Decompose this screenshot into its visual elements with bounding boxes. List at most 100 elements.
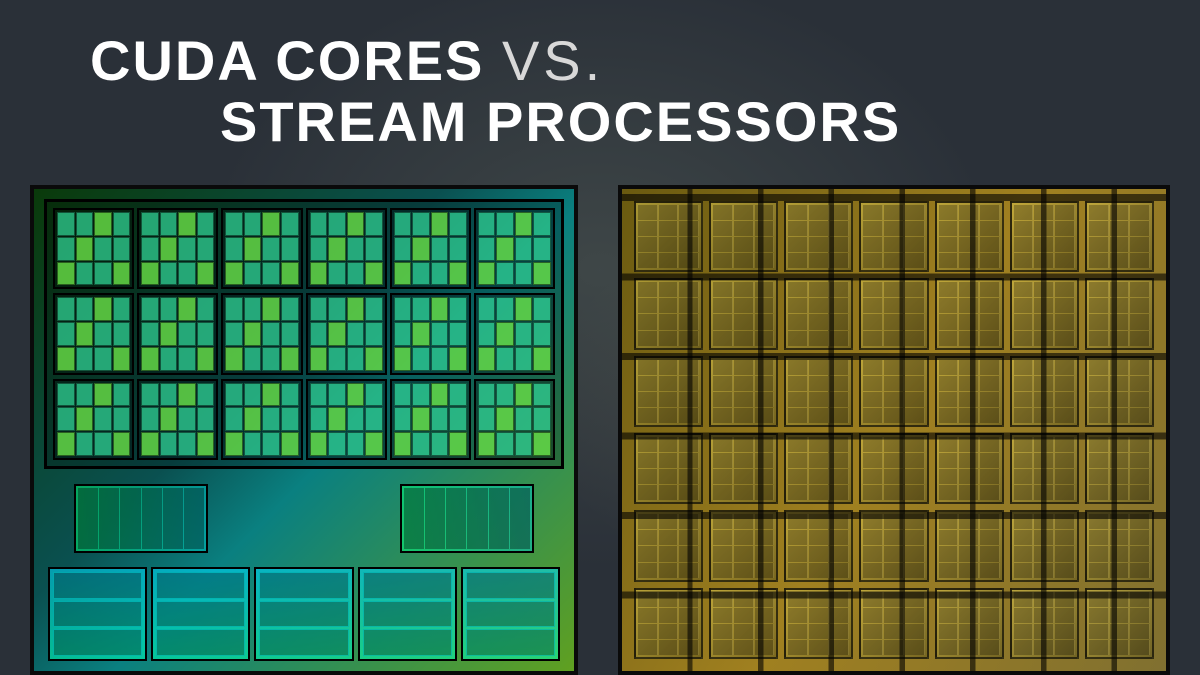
sm-cell: [533, 212, 551, 236]
tile-cell: [809, 237, 829, 252]
tile-cell: [1130, 221, 1150, 236]
title: CUDA CORES VS. STREAM PROCESSORS: [0, 28, 1200, 154]
tile-cell: [734, 360, 754, 375]
tile-cell: [980, 546, 1000, 561]
sm-cell: [160, 212, 178, 236]
tile-cell: [863, 298, 883, 313]
tile-cell: [755, 331, 775, 346]
sm-cell: [225, 212, 243, 236]
tile-cell: [863, 485, 883, 500]
tile-cell: [1014, 376, 1034, 391]
tile-cell: [734, 514, 754, 529]
tile-cell: [755, 237, 775, 252]
tile-cell: [1110, 331, 1130, 346]
tile-cell: [1014, 608, 1034, 623]
tile-cell: [1014, 253, 1034, 268]
tile-cell: [1130, 253, 1150, 268]
tile-cell: [713, 592, 733, 607]
sm-cell: [431, 297, 449, 321]
compute-tile: [935, 356, 1004, 427]
sm-cell: [431, 262, 449, 286]
sm-cell: [412, 237, 430, 261]
tile-cell: [884, 469, 904, 484]
sm-cell: [94, 262, 112, 286]
tile-cell: [638, 563, 658, 578]
sm-cell: [113, 212, 131, 236]
sm-cell: [225, 347, 243, 371]
compute-tile: [784, 588, 853, 659]
ctrl-cell: [99, 488, 119, 549]
tile-cell: [809, 376, 829, 391]
tile-cell: [809, 608, 829, 623]
tile-cell: [980, 253, 1000, 268]
tile-cell: [755, 253, 775, 268]
sm-cell: [76, 212, 94, 236]
sm-cell: [94, 297, 112, 321]
tile-cell: [755, 546, 775, 561]
tile-cell: [959, 592, 979, 607]
tile-cell: [1014, 437, 1034, 452]
tile-cell: [809, 514, 829, 529]
tile-cell: [713, 469, 733, 484]
compute-tile: [1085, 278, 1154, 349]
tile-cell: [679, 563, 699, 578]
sm-row: [53, 208, 555, 289]
tile-cell: [755, 376, 775, 391]
tile-cell: [1055, 640, 1075, 655]
sm-cell: [178, 297, 196, 321]
tile-cell: [1014, 360, 1034, 375]
tile-cell: [755, 624, 775, 639]
tile-cell: [1014, 546, 1034, 561]
sm-cell: [496, 237, 514, 261]
sm-cell: [281, 383, 299, 407]
title-cuda-cores: CUDA CORES: [90, 29, 484, 92]
sm-cell: [515, 237, 533, 261]
tile-cell: [679, 392, 699, 407]
tile-cell: [959, 221, 979, 236]
tile-cell: [1014, 282, 1034, 297]
tile-cell: [734, 608, 754, 623]
tile-cell: [830, 331, 850, 346]
sm-cell: [94, 212, 112, 236]
tile-cell: [713, 392, 733, 407]
tile-cell: [713, 331, 733, 346]
tile-cell: [659, 298, 679, 313]
tile-cell: [1089, 453, 1109, 468]
sm-cell: [328, 432, 346, 456]
sm-cell: [225, 407, 243, 431]
tile-cell: [939, 469, 959, 484]
tile-cell: [959, 237, 979, 252]
tile-cell: [959, 392, 979, 407]
tile-cell: [1089, 360, 1109, 375]
tile-cell: [1034, 485, 1054, 500]
tile-cell: [959, 530, 979, 545]
tile-cell: [1055, 453, 1075, 468]
sm-cluster: [137, 208, 218, 289]
mem-lane: [156, 629, 245, 656]
sm-cell: [225, 262, 243, 286]
tile-cell: [939, 624, 959, 639]
mem-lane: [466, 601, 555, 628]
tile-cell: [1034, 331, 1054, 346]
sm-cluster: [306, 208, 387, 289]
sm-cell: [197, 297, 215, 321]
tile-cell: [755, 282, 775, 297]
title-stream-processors: STREAM PROCESSORS: [220, 89, 1200, 154]
tile-cell: [638, 546, 658, 561]
sm-cell: [178, 383, 196, 407]
tile-cell: [1130, 408, 1150, 423]
tile-cell: [755, 205, 775, 220]
mem-lane: [259, 601, 348, 628]
tile-cell: [755, 640, 775, 655]
sm-cell: [57, 212, 75, 236]
tile-cell: [863, 392, 883, 407]
tile-cell: [980, 205, 1000, 220]
tile-cell: [830, 485, 850, 500]
tile-cell: [1014, 205, 1034, 220]
tile-cell: [1110, 514, 1130, 529]
tile-cell: [1130, 298, 1150, 313]
tile-cell: [659, 408, 679, 423]
tile-cell: [788, 408, 808, 423]
sm-cell: [515, 347, 533, 371]
tile-cell: [1130, 469, 1150, 484]
